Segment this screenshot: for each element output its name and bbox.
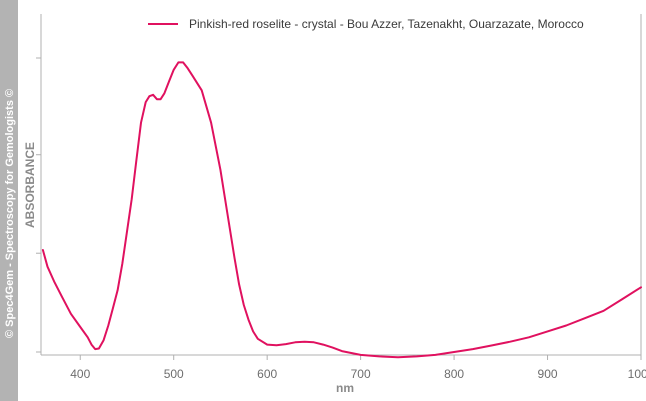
plot-axes (40, 14, 642, 356)
x-tick-label: 700 (351, 367, 371, 381)
x-tick-label: 900 (538, 367, 558, 381)
legend: Pinkish-red roselite - crystal - Bou Azz… (148, 17, 584, 31)
x-tick-label: 1000 (628, 367, 646, 381)
x-tick-labels: 400 500 600 700 800 900 1000 (70, 367, 646, 381)
legend-label: Pinkish-red roselite - crystal - Bou Azz… (189, 17, 584, 31)
watermark-text: © Spec4Gem - Spectroscopy for Gemologist… (4, 89, 16, 338)
x-tick-label: 800 (444, 367, 464, 381)
x-tick-label: 400 (70, 367, 90, 381)
x-tick-label: 600 (257, 367, 277, 381)
x-axis-title: nm (336, 381, 354, 395)
watermark-band (0, 0, 18, 401)
x-tick-label: 500 (164, 367, 184, 381)
y-axis-title: ABSORBANCE (23, 142, 37, 228)
tick-marks (36, 57, 642, 360)
series-group (41, 61, 642, 359)
series-line-roselite (41, 61, 642, 359)
